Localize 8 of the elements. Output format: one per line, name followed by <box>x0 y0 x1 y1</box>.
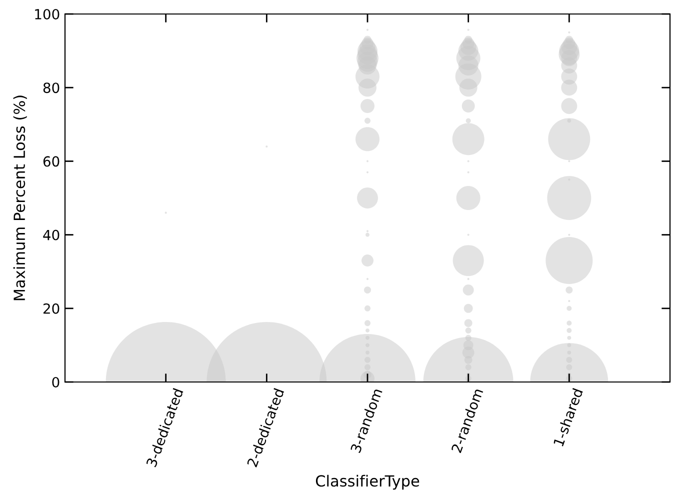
y-tick-label: 0 <box>52 376 60 388</box>
y-tick-label: 80 <box>43 82 60 94</box>
y-tick-label: 20 <box>43 303 60 314</box>
x-axis-title: ClassifierType <box>316 474 420 490</box>
y-axis-title: Maximum Percent Loss (%) <box>13 96 27 300</box>
y-tick-label: 40 <box>43 230 60 240</box>
y-tick-label: 60 <box>43 156 60 167</box>
y-tick-label: 100 <box>35 8 60 20</box>
